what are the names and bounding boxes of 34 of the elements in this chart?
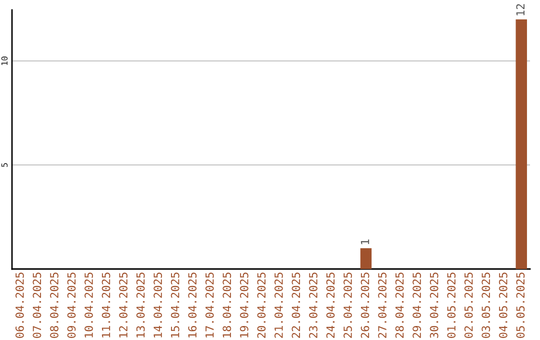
x-tick-label: 23.04.2025 — [309, 272, 318, 338]
x-tick-label: 10.04.2025 — [84, 272, 93, 338]
x-tick-label: 20.04.2025 — [257, 272, 266, 338]
x-tick-label: 01.05.2025 — [447, 272, 456, 338]
x-tick-label: 21.04.2025 — [274, 272, 283, 338]
x-tick-label: 30.04.2025 — [430, 272, 438, 338]
x-tick-label: 16.04.2025 — [188, 272, 197, 338]
y-tick-label: 10 — [1, 56, 8, 65]
x-tick-label: 11.04.2025 — [102, 272, 110, 338]
x-tick-label: 02.05.2025 — [464, 272, 473, 338]
x-tick-label: 07.04.2025 — [32, 272, 42, 338]
x-tick-label: 05.05.2025 — [516, 272, 525, 338]
x-tick-label: 14.04.2025 — [154, 272, 162, 338]
x-tick-label: 03.05.2025 — [482, 272, 490, 338]
x-tick-label: 17.04.2025 — [205, 272, 214, 338]
x-tick-label: 04.05.2025 — [498, 272, 508, 338]
x-tick-label: 29.04.2025 — [412, 272, 422, 338]
x-tick-label: 08.04.2025 — [50, 272, 58, 338]
x-tick-label: 26.04.2025 — [360, 272, 370, 338]
x-tick-label: 25.04.2025 — [344, 272, 352, 338]
data-label: 12 — [516, 4, 524, 16]
x-tick-label: 13.04.2025 — [136, 272, 145, 338]
x-tick-label: 12.04.2025 — [119, 272, 128, 338]
x-tick-label: 18.04.2025 — [222, 272, 232, 338]
y-tick-label: 5 — [1, 163, 8, 167]
x-tick-label: 06.04.2025 — [15, 272, 24, 338]
x-tick-label: 27.04.2025 — [378, 272, 386, 338]
x-tick-label: 22.04.2025 — [292, 272, 300, 338]
x-tick-label: 28.04.2025 — [395, 272, 404, 338]
x-tick-label: 15.04.2025 — [170, 272, 180, 338]
x-tick-label: 09.04.2025 — [67, 272, 76, 338]
x-tick-label: 19.04.2025 — [240, 272, 248, 338]
x-tick-label: 24.04.2025 — [326, 272, 335, 338]
data-label: 1 — [360, 239, 370, 244]
